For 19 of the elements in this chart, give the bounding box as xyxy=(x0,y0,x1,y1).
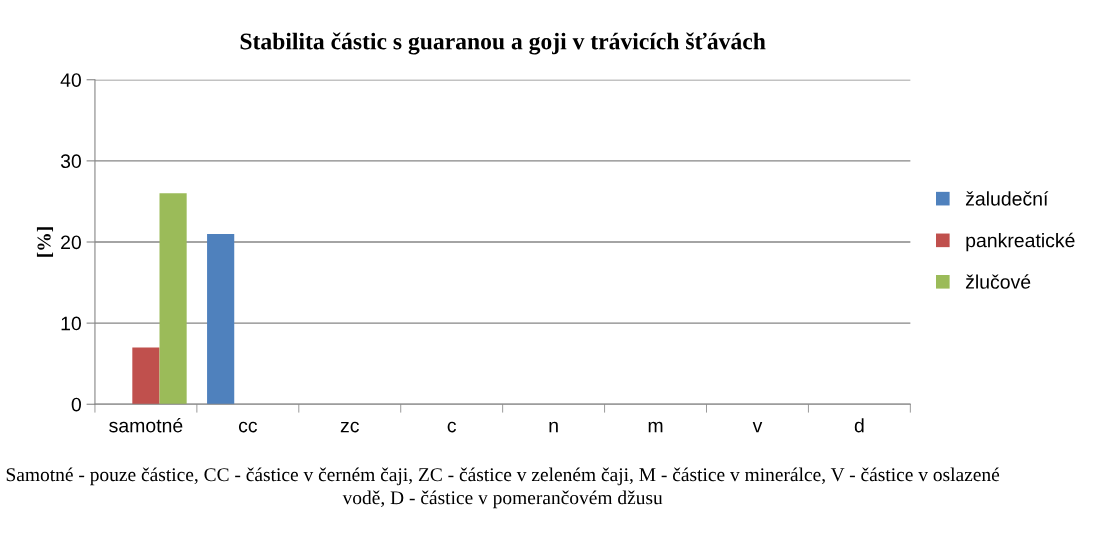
x-tick-label: c xyxy=(447,421,457,433)
x-tick-label: cc xyxy=(238,421,258,433)
x-tick-label: m xyxy=(648,421,663,433)
x-tick-label: n xyxy=(549,421,558,433)
x-tick-label: d xyxy=(854,418,864,433)
x-tick-label: zc xyxy=(340,421,359,433)
y-tick-label: 20 xyxy=(61,235,81,250)
legend-label: pankreatické xyxy=(966,232,1075,252)
text: Samotné - pouze částice, CC - částice v černém čaji, ZC - částice v zeleném čaji, M - částice v minerálce, V - částice v oslazené vodě, D - částice v pomerančovém džusu xyxy=(6,467,1000,509)
x-tick-label: v xyxy=(752,421,763,433)
x-tick-label: samotné xyxy=(109,417,183,433)
legend-label: žaludeční xyxy=(965,191,1049,206)
y-axis-title: [%] xyxy=(36,227,54,257)
y-tick-label: 40 xyxy=(60,73,81,87)
y-tick-label: 0 xyxy=(71,397,81,412)
y-tick-label: 30 xyxy=(60,154,81,169)
y-tick-label: 10 xyxy=(61,316,81,331)
legend-label: žlučové xyxy=(965,274,1031,289)
chart-title: Stabilita částic s guaranou a goji v trávicích šťávách xyxy=(240,32,766,55)
